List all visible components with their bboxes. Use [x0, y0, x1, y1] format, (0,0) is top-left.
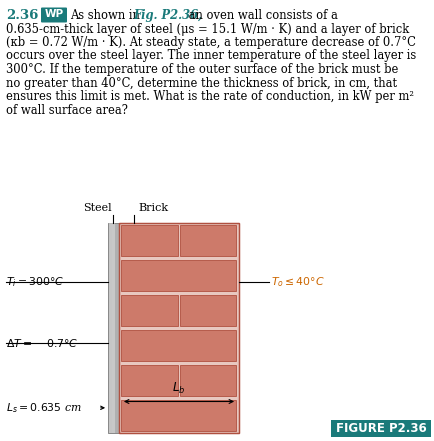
Bar: [121, 365, 178, 396]
Bar: [330, 420, 430, 437]
Bar: [121, 260, 236, 291]
Bar: [121, 225, 178, 256]
Bar: [119, 223, 238, 433]
Text: occurs over the steel layer. The inner temperature of the steel layer is: occurs over the steel layer. The inner t…: [6, 49, 415, 63]
Text: WP: WP: [44, 9, 63, 19]
Bar: [180, 365, 236, 396]
Text: ensures this limit is met. What is the rate of conduction, in kW per m²: ensures this limit is met. What is the r…: [6, 90, 413, 103]
Text: Brick: Brick: [138, 203, 168, 213]
Text: $L_b$: $L_b$: [172, 381, 185, 396]
Text: an oven wall consists of a: an oven wall consists of a: [184, 9, 337, 22]
Text: Steel: Steel: [83, 203, 111, 213]
Bar: [109, 223, 112, 433]
Text: FIGURE P2.36: FIGURE P2.36: [335, 422, 425, 435]
Bar: [108, 223, 119, 433]
Text: 0.635-cm-thick layer of steel (μs = 15.1 W/m · K) and a layer of brick: 0.635-cm-thick layer of steel (μs = 15.1…: [6, 22, 408, 35]
FancyBboxPatch shape: [41, 7, 67, 22]
Bar: [119, 223, 238, 433]
Bar: [121, 295, 178, 326]
Text: $L_s = 0.635$ cm: $L_s = 0.635$ cm: [6, 401, 82, 415]
Text: (κb = 0.72 W/m · K). At steady state, a temperature decrease of 0.7°C: (κb = 0.72 W/m · K). At steady state, a …: [6, 36, 415, 49]
Text: no greater than 40°C, determine the thickness of brick, in cm, that: no greater than 40°C, determine the thic…: [6, 76, 396, 90]
Text: As shown in: As shown in: [70, 9, 143, 22]
Text: $\Delta T = -0.7°C$: $\Delta T = -0.7°C$: [6, 336, 78, 349]
Text: $T_i = 300°C$: $T_i = 300°C$: [6, 275, 64, 289]
Bar: [180, 225, 236, 256]
Bar: [112, 223, 115, 433]
Bar: [180, 295, 236, 326]
Text: of wall surface area?: of wall surface area?: [6, 104, 128, 116]
Text: 2.36: 2.36: [6, 9, 38, 22]
Text: Fig. P2.36,: Fig. P2.36,: [133, 9, 202, 22]
Text: $T_o \leq 40°C$: $T_o \leq 40°C$: [270, 275, 324, 289]
Bar: [121, 400, 236, 431]
Bar: [121, 330, 236, 361]
Text: 300°C. If the temperature of the outer surface of the brick must be: 300°C. If the temperature of the outer s…: [6, 63, 398, 76]
